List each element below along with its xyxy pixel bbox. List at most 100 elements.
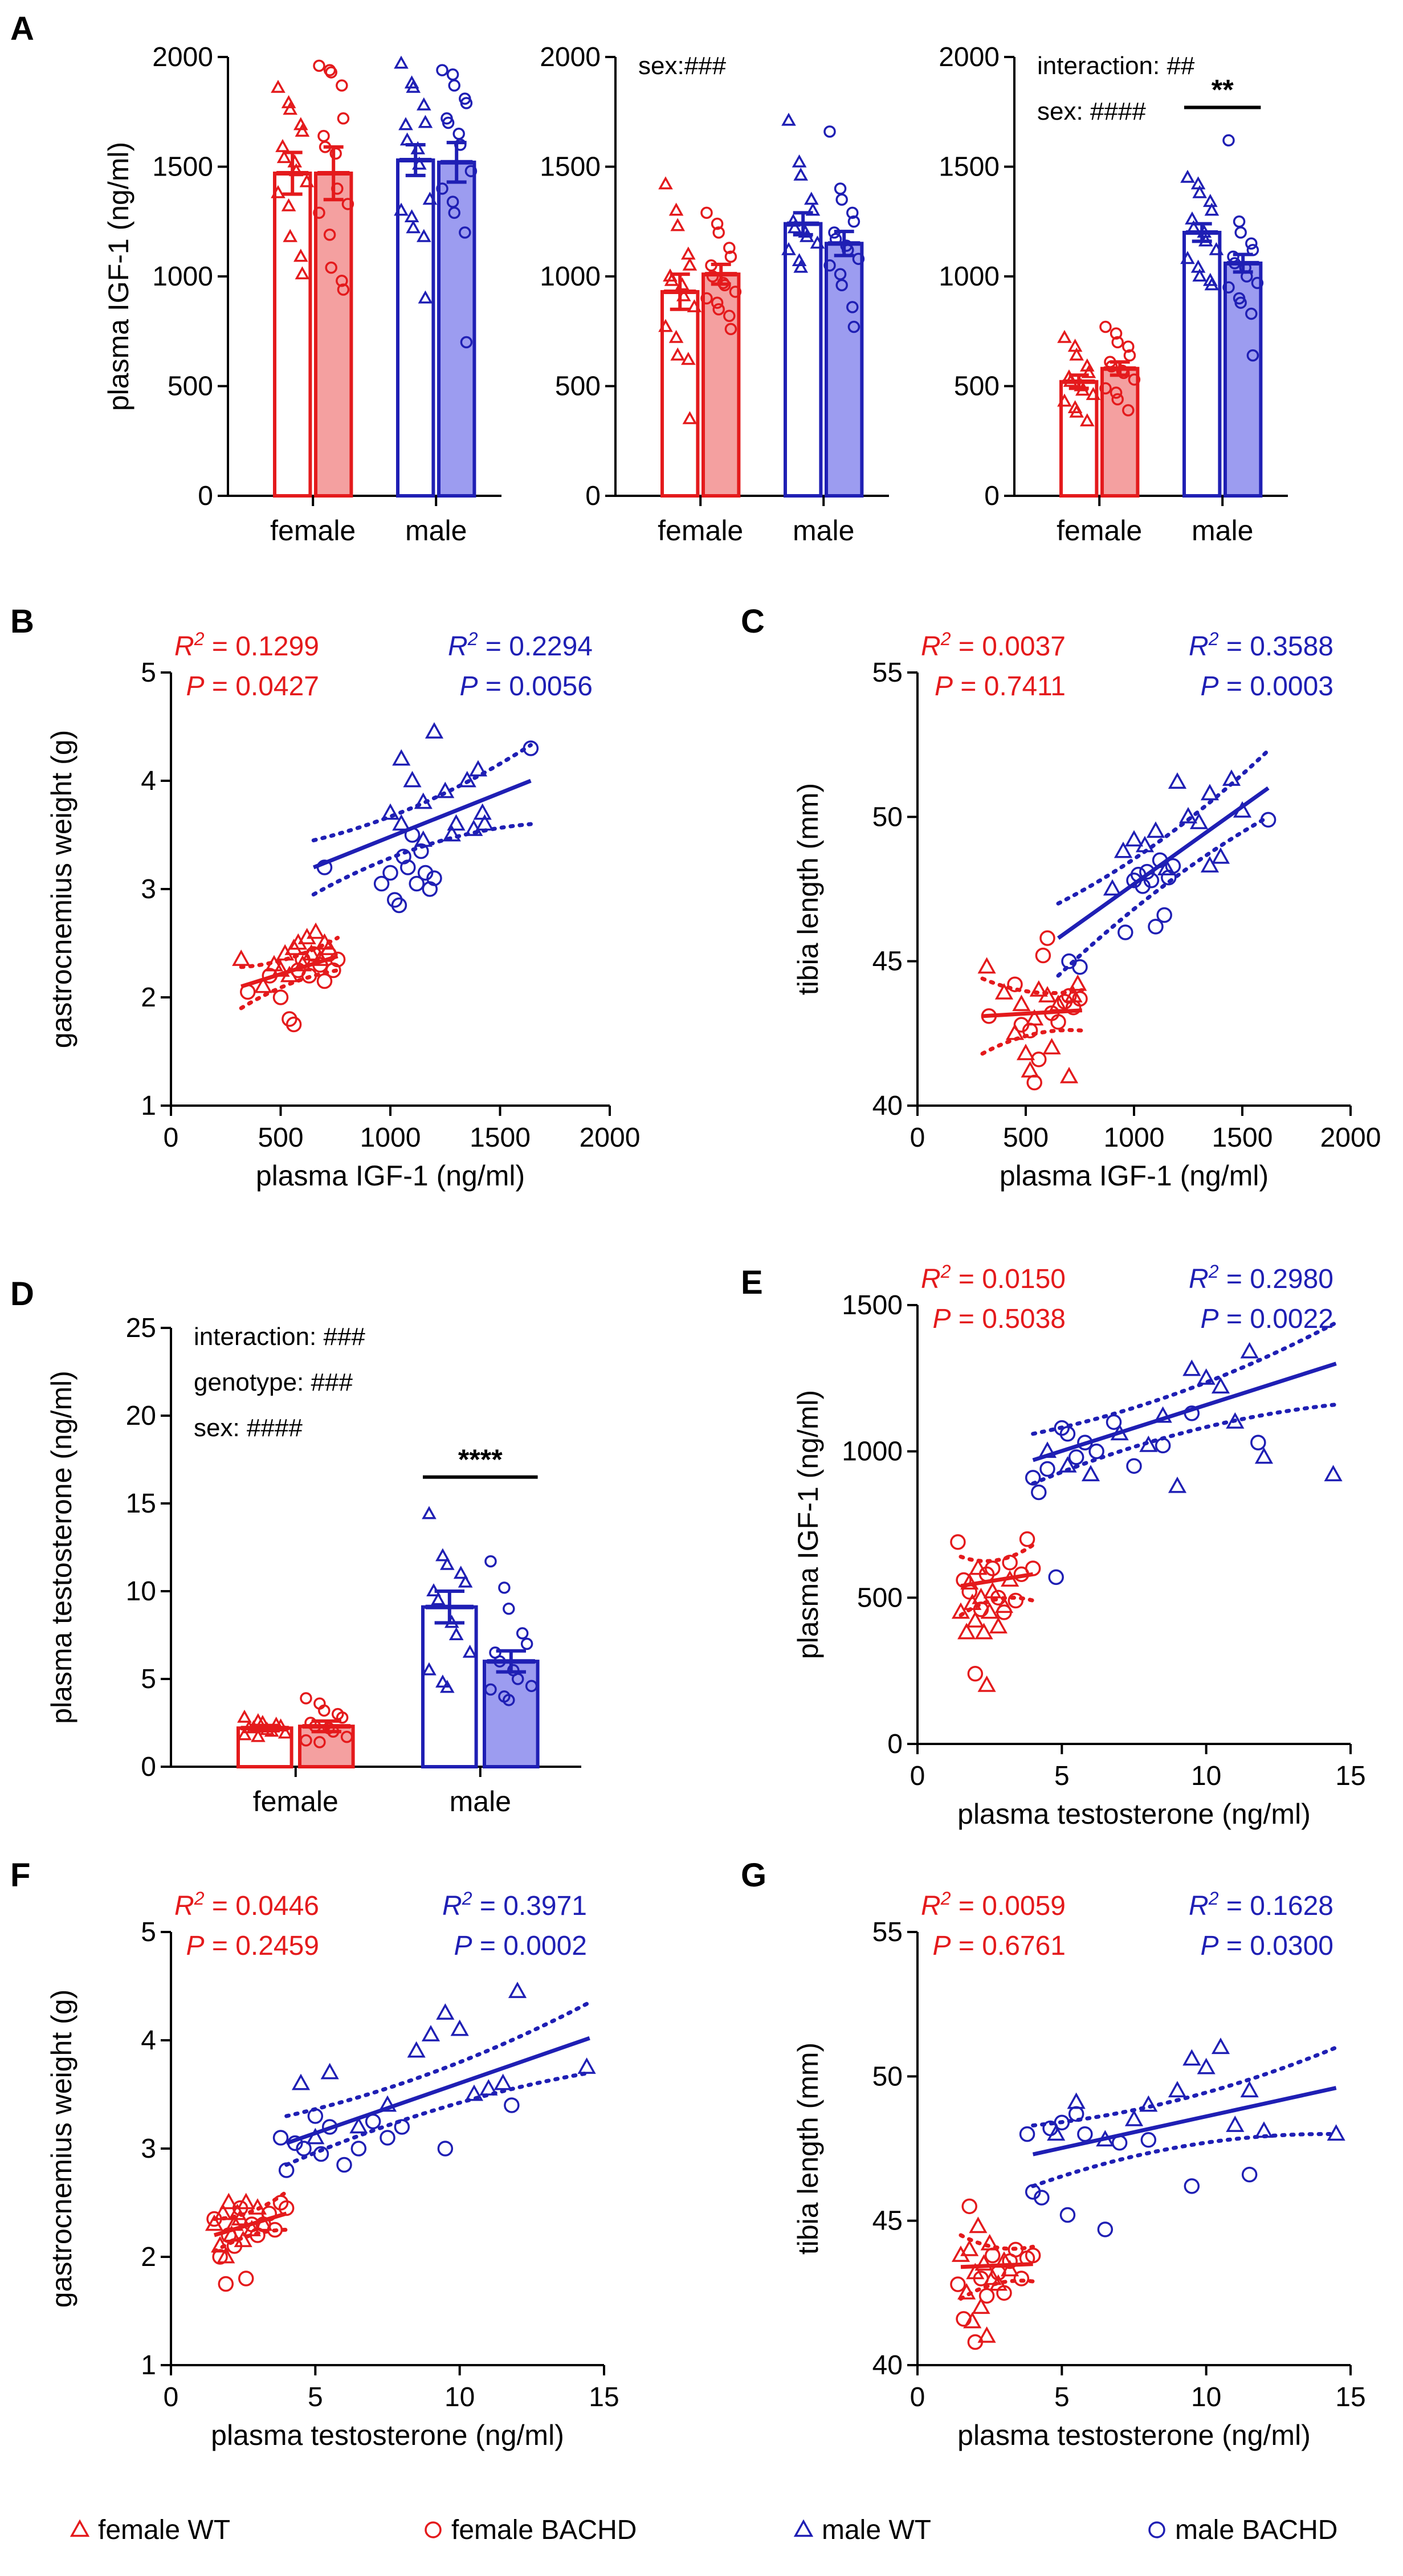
data-point-male-WT bbox=[793, 167, 809, 181]
data-point-female-triangle bbox=[994, 1596, 1014, 1613]
p-stat-male: P = 0.0022 bbox=[1200, 1304, 1333, 1334]
data-point-male-BACHD bbox=[823, 259, 836, 272]
p-stat-female: P = 0.0427 bbox=[186, 671, 319, 702]
r2-stat-female: R2 = 0.0059 bbox=[921, 1888, 1066, 1921]
ci-upper-female bbox=[980, 976, 1084, 996]
y-tick-label: 50 bbox=[872, 2061, 903, 2092]
x-tick-label: 10 bbox=[1191, 1761, 1221, 1791]
data-point-female-circle bbox=[1019, 1531, 1035, 1547]
significance-stars: ** bbox=[1212, 74, 1234, 106]
data-point-male-circle bbox=[1106, 1414, 1122, 1430]
x-tick-label: 1000 bbox=[360, 1123, 421, 1153]
x-tick-label: 5 bbox=[1054, 2382, 1070, 2412]
x-tick-label: 500 bbox=[258, 1123, 303, 1153]
data-point-female-WT bbox=[682, 411, 698, 425]
data-point-female-circle bbox=[1050, 1014, 1066, 1030]
data-point-male-BACHD bbox=[1245, 307, 1258, 320]
data-point-male-BACHD bbox=[498, 1582, 511, 1594]
r2-superscript: 2 bbox=[1208, 1888, 1219, 1909]
data-point-male-BACHD bbox=[448, 206, 460, 219]
data-point-male-WT bbox=[448, 1627, 464, 1640]
y-tick-label: 1000 bbox=[842, 1437, 903, 1467]
p-symbol: P bbox=[186, 671, 204, 702]
ci-upper-male bbox=[284, 2000, 592, 2118]
data-point-male-BACHD bbox=[452, 128, 465, 140]
r2-stat-male: R2 = 0.2980 bbox=[1189, 1261, 1333, 1294]
data-point-male-circle bbox=[350, 2141, 367, 2157]
panel-label: E bbox=[741, 1264, 763, 1301]
stat-annotation: interaction: ## bbox=[1037, 52, 1195, 80]
r2-symbol: R bbox=[921, 1264, 941, 1294]
data-point-female-triangle bbox=[963, 2312, 982, 2329]
data-point-male-circle bbox=[336, 2157, 352, 2173]
legend-item-0: female WT bbox=[70, 2515, 230, 2545]
y-tick-label: 5 bbox=[141, 658, 156, 688]
data-point-male-triangle bbox=[425, 722, 444, 739]
data-point-male-circle bbox=[1019, 2126, 1035, 2142]
data-point-female-triangle bbox=[1016, 1044, 1035, 1061]
data-point-male-triangle bbox=[577, 2057, 596, 2074]
x-axis-title: plasma testosterone (ng/ml) bbox=[957, 1798, 1311, 1830]
data-point-female-triangle bbox=[1012, 994, 1031, 1012]
panel-label: A bbox=[10, 10, 34, 47]
data-point-male-WT bbox=[1192, 268, 1208, 282]
p-value: = 0.0300 bbox=[1218, 1931, 1333, 1961]
x-tick-label: 10 bbox=[1191, 2382, 1221, 2412]
data-point-male-circle bbox=[1140, 2132, 1157, 2148]
data-point-male-WT bbox=[793, 259, 809, 273]
data-point-male-triangle bbox=[473, 803, 492, 820]
data-point-female-circle bbox=[973, 2271, 989, 2286]
data-point-male-triangle bbox=[1327, 2124, 1345, 2141]
y-tick-label: 1000 bbox=[540, 262, 601, 292]
data-point-male-BACHD bbox=[464, 165, 478, 177]
data-point-female-WT bbox=[293, 248, 308, 262]
data-point-male-triangle bbox=[1067, 2092, 1086, 2109]
data-point-female-triangle bbox=[1042, 1038, 1061, 1055]
data-point-male-triangle bbox=[1103, 879, 1122, 896]
r2-superscript: 2 bbox=[194, 629, 205, 649]
data-point-male-triangle bbox=[1153, 1406, 1172, 1423]
data-point-male-circle bbox=[1034, 2190, 1050, 2206]
data-point-male-triangle bbox=[1157, 859, 1176, 875]
data-point-male-circle bbox=[272, 2130, 289, 2146]
data-point-female-BACHD bbox=[724, 323, 737, 336]
y-tick-label: 20 bbox=[126, 1401, 156, 1431]
data-point-male-BACHD bbox=[846, 206, 859, 219]
data-point-female-circle bbox=[1031, 1051, 1047, 1067]
panel-label: C bbox=[741, 603, 765, 640]
data-point-female-WT bbox=[668, 202, 684, 216]
data-point-male-circle bbox=[307, 2108, 324, 2124]
legend: female WT female BACHD male WT male BACHD bbox=[70, 2515, 1337, 2545]
data-point-female-triangle bbox=[977, 2326, 996, 2343]
data-point-female-WT bbox=[1057, 329, 1072, 343]
ci-lower-female bbox=[959, 1596, 1035, 1617]
p-value: = 0.2459 bbox=[204, 1931, 319, 1961]
data-point-female-BACHD bbox=[313, 59, 325, 72]
data-point-female-WT bbox=[682, 257, 698, 271]
data-point-male-WT bbox=[792, 154, 807, 168]
panel-label: F bbox=[10, 1857, 30, 1894]
data-point-male-BACHD bbox=[1222, 281, 1235, 294]
data-point-female-circle bbox=[973, 1601, 989, 1617]
p-value: = 0.7411 bbox=[953, 671, 1066, 702]
r2-symbol: R bbox=[174, 1891, 194, 1921]
chart-A2: 0 500 1000 1500 2000 female male sex:### bbox=[540, 42, 889, 547]
data-point-male-WT bbox=[422, 1506, 437, 1519]
data-point-male-circle bbox=[1155, 1437, 1171, 1454]
ci-upper-female bbox=[959, 1543, 1035, 1563]
chart-D: D 0 5 10 15 20 25 plasma testosterone (ng/ml) fe… bbox=[10, 1275, 581, 1817]
r2-stat-female: R2 = 0.0150 bbox=[921, 1261, 1066, 1294]
y-tick-label: 2 bbox=[141, 983, 156, 1013]
data-point-male-WT bbox=[394, 202, 409, 216]
x-tick-label: 500 bbox=[1003, 1123, 1049, 1153]
fit-line-male bbox=[286, 2036, 590, 2145]
p-symbol: P bbox=[1200, 1304, 1218, 1334]
data-point-male-triangle bbox=[479, 2079, 498, 2096]
data-point-male-triangle bbox=[494, 2073, 512, 2090]
x-tick-label: 5 bbox=[1054, 1761, 1070, 1791]
bar-male-BACHD bbox=[825, 242, 864, 498]
ci-upper-male bbox=[1031, 2045, 1339, 2127]
legend-label: male WT bbox=[822, 2515, 931, 2545]
data-point-female-BACHD bbox=[337, 112, 350, 125]
p-value: = 0.0003 bbox=[1218, 671, 1333, 702]
